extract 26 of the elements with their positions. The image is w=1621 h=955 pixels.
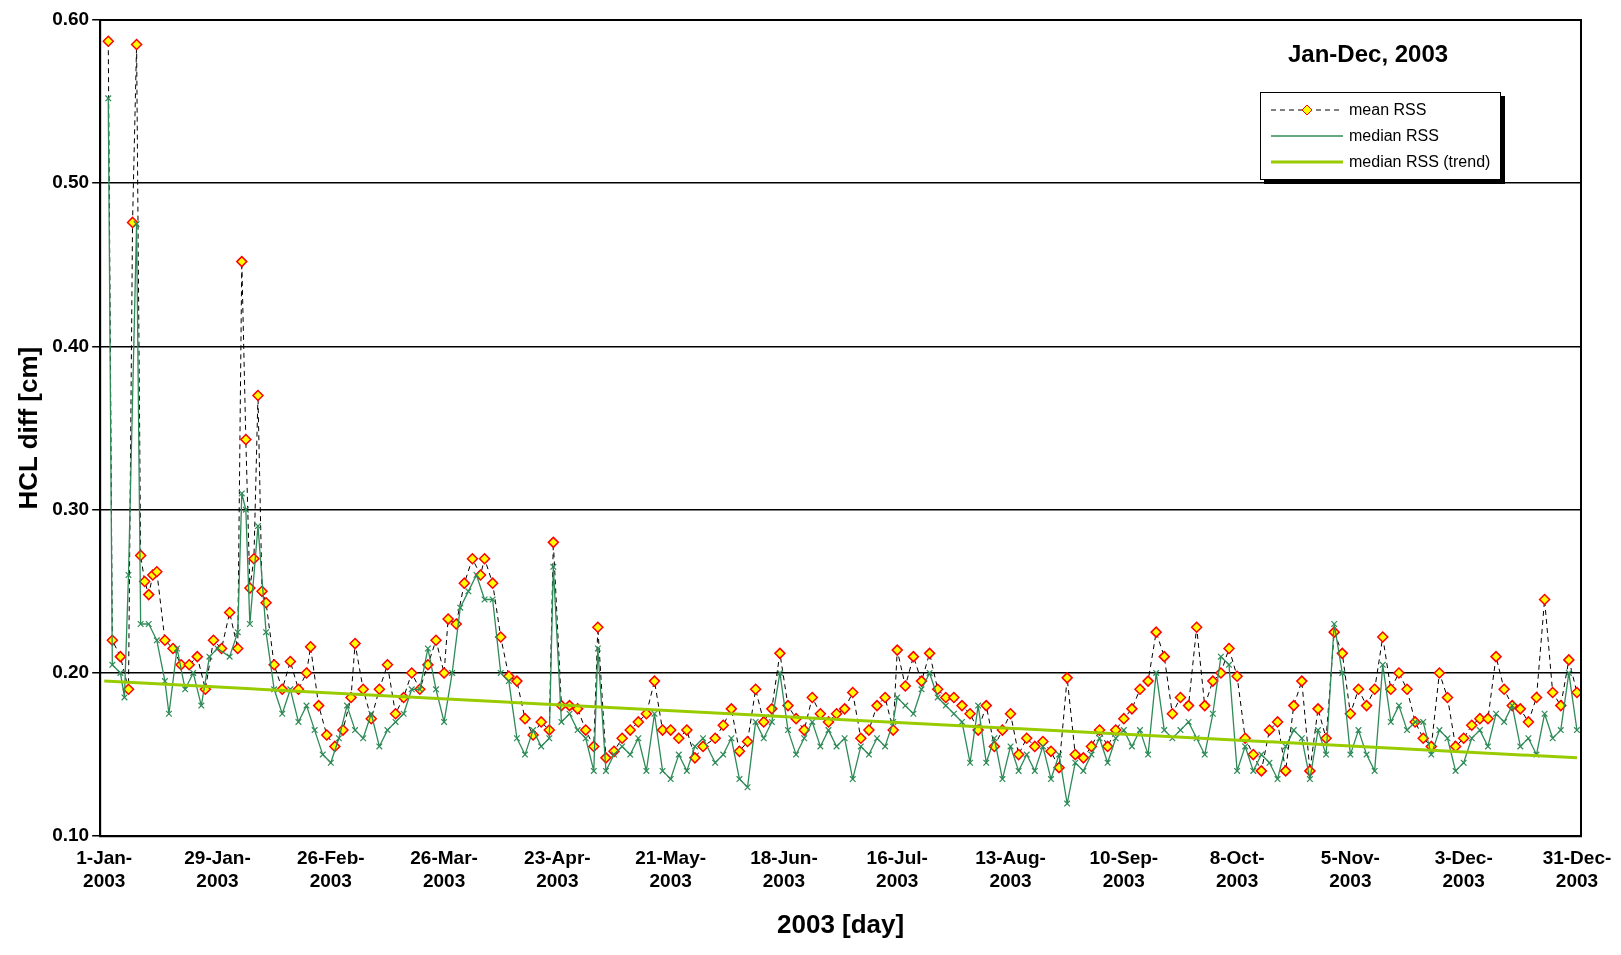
y-tick-label: 0.30 [52,497,90,519]
x-tick-label: 21-May-2003 [635,846,707,891]
annotation: Jan-Dec, 2003 [1288,40,1449,68]
y-tick-label: 0.20 [52,661,90,683]
x-tick-label: 26-Feb-2003 [297,846,365,891]
x-tick-label: 16-Jul-2003 [866,846,928,891]
x-axis-title: 2003 [day] [777,908,905,939]
legend-label: median RSS [1349,127,1439,145]
x-tick-label: 10-Sep-2003 [1089,846,1159,891]
x-tick-label: 26-Mar-2003 [410,846,478,891]
x-tick-label: 29-Jan-2003 [184,846,251,891]
y-tick-label: 0.50 [52,171,90,193]
y-tick-label: 0.60 [52,8,90,30]
x-tick-label: 1-Jan-2003 [76,846,133,891]
legend-label: median RSS (trend) [1349,153,1491,171]
y-tick-label: 0.10 [52,824,90,846]
x-tick-label: 31-Dec-2003 [1542,846,1612,891]
x-tick-label: 23-Apr-2003 [524,846,591,891]
y-tick-label: 0.40 [52,334,90,356]
x-tick-label: 18-Jun-2003 [750,846,818,891]
legend-label: mean RSS [1349,101,1427,119]
x-tick-label: 3-Dec-2003 [1434,846,1493,891]
y-axis-title: HCL diff [cm] [12,346,43,510]
x-tick-label: 8-Oct-2003 [1209,846,1265,891]
x-tick-label: 13-Aug-2003 [975,846,1046,891]
x-tick-label: 5-Nov-2003 [1320,846,1380,891]
